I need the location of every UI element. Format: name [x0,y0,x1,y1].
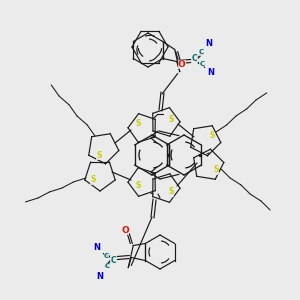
Text: S: S [135,182,141,190]
Text: N: N [96,272,103,281]
Text: S: S [135,119,141,128]
Text: S: S [213,166,219,175]
Text: N: N [205,39,212,48]
Text: C: C [110,256,116,265]
Text: C: C [199,61,204,68]
Text: C: C [104,253,109,259]
Text: N: N [207,68,214,77]
Text: S: S [209,131,215,140]
Text: O: O [178,60,186,69]
Text: N: N [93,243,100,252]
Text: S: S [90,176,96,184]
Text: S: S [168,115,174,124]
Text: O: O [122,226,129,235]
Text: C: C [192,54,197,63]
Text: C: C [198,50,203,56]
Text: C: C [105,262,110,268]
Text: S: S [168,188,174,196]
Text: S: S [96,151,102,160]
